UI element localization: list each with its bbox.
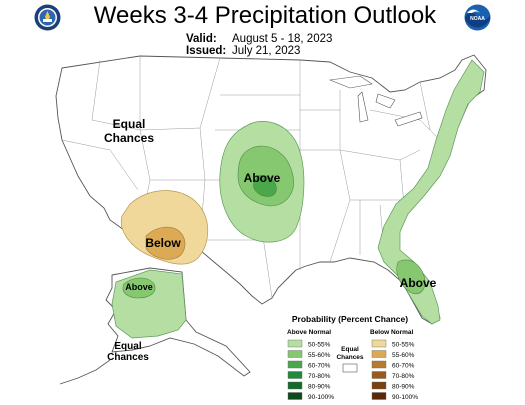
legend-above-entries: 50-55% 55-60% 60-70% 70-80% 80-90% 90-100% [287,339,334,401]
noaa-logo-icon: NOAA [464,4,491,31]
legend-below-label: 50-55% [392,342,415,349]
legend-below-label: 55-60% [392,352,415,359]
legend-below-label: 70-80% [392,373,415,380]
legend-above-swatch [287,339,303,348]
legend-above-label: 70-80% [308,373,331,380]
florida-above-label: Above [400,276,437,290]
legend-above-swatch [287,381,303,390]
central-above-60 [253,175,277,197]
legend-below-entries: 50-55% 55-60% 60-70% 70-80% 80-90% 90-100% [371,339,418,401]
legend-below-label: 90-100% [392,394,418,401]
alaska-equal-chances-line1: Equal [114,341,141,352]
legend-above-swatch [287,392,303,400]
legend-equal-swatch [342,363,358,373]
legend-above-label: 90-100% [308,394,334,401]
page-title: Weeks 3-4 Precipitation Outlook [93,2,437,29]
alaska-equal-chances-line2: Chances [107,352,149,363]
legend-equal-line2: Chances [336,354,363,361]
commerce-seal-icon [34,4,61,31]
valid-label: Valid: [186,33,217,45]
outlook-shading [111,59,485,339]
west-equal-chances-line1: Equal [113,117,146,131]
legend-above-swatch [287,371,303,379]
legend-equal-line1: Equal [341,346,359,353]
issued-date: July 21, 2023 [232,45,301,57]
legend-below-swatch [371,360,387,369]
legend-below-swatch [371,392,387,400]
southwest-below-55 [145,226,186,260]
legend-above-swatch [287,360,303,369]
legend-below-swatch [371,371,387,379]
valid-dates: August 5 - 18, 2023 [232,33,333,45]
legend-above-swatch [287,350,303,358]
alaska-above-55 [122,277,156,299]
legend-above-label: 50-55% [308,342,331,349]
legend-below-label: 80-90% [392,384,415,391]
great-lakes [328,75,423,127]
legend-below-swatch [371,350,387,358]
legend-below-swatch [371,381,387,390]
legend-above-label: 80-90% [308,384,331,391]
west-equal-chances-line2: Chances [104,131,154,145]
legend-above-label: 55-60% [308,352,331,359]
east-above-50 [377,59,485,325]
aleutian-islands [59,359,111,385]
legend-below-label: 60-70% [392,363,415,370]
issued-label: Issued: [186,45,227,57]
east-above-55 [396,259,426,295]
legend-title: Probability (Percent Chance) [292,314,408,324]
legend-below-swatch [371,339,387,348]
legend-above-label: 60-70% [308,363,331,370]
legend-above-header: Above Normal [287,329,331,336]
issued-line: Issued: July 21, 2023 [186,45,300,57]
noaa-logo-text: NOAA [470,16,485,22]
central-above-label: Above [244,171,281,185]
legend-below-header: Below Normal [370,329,414,336]
valid-line: Valid: August 5 - 18, 2023 [186,33,332,45]
alaska-above-label: Above [125,282,153,292]
southwest-below-label: Below [145,236,181,250]
